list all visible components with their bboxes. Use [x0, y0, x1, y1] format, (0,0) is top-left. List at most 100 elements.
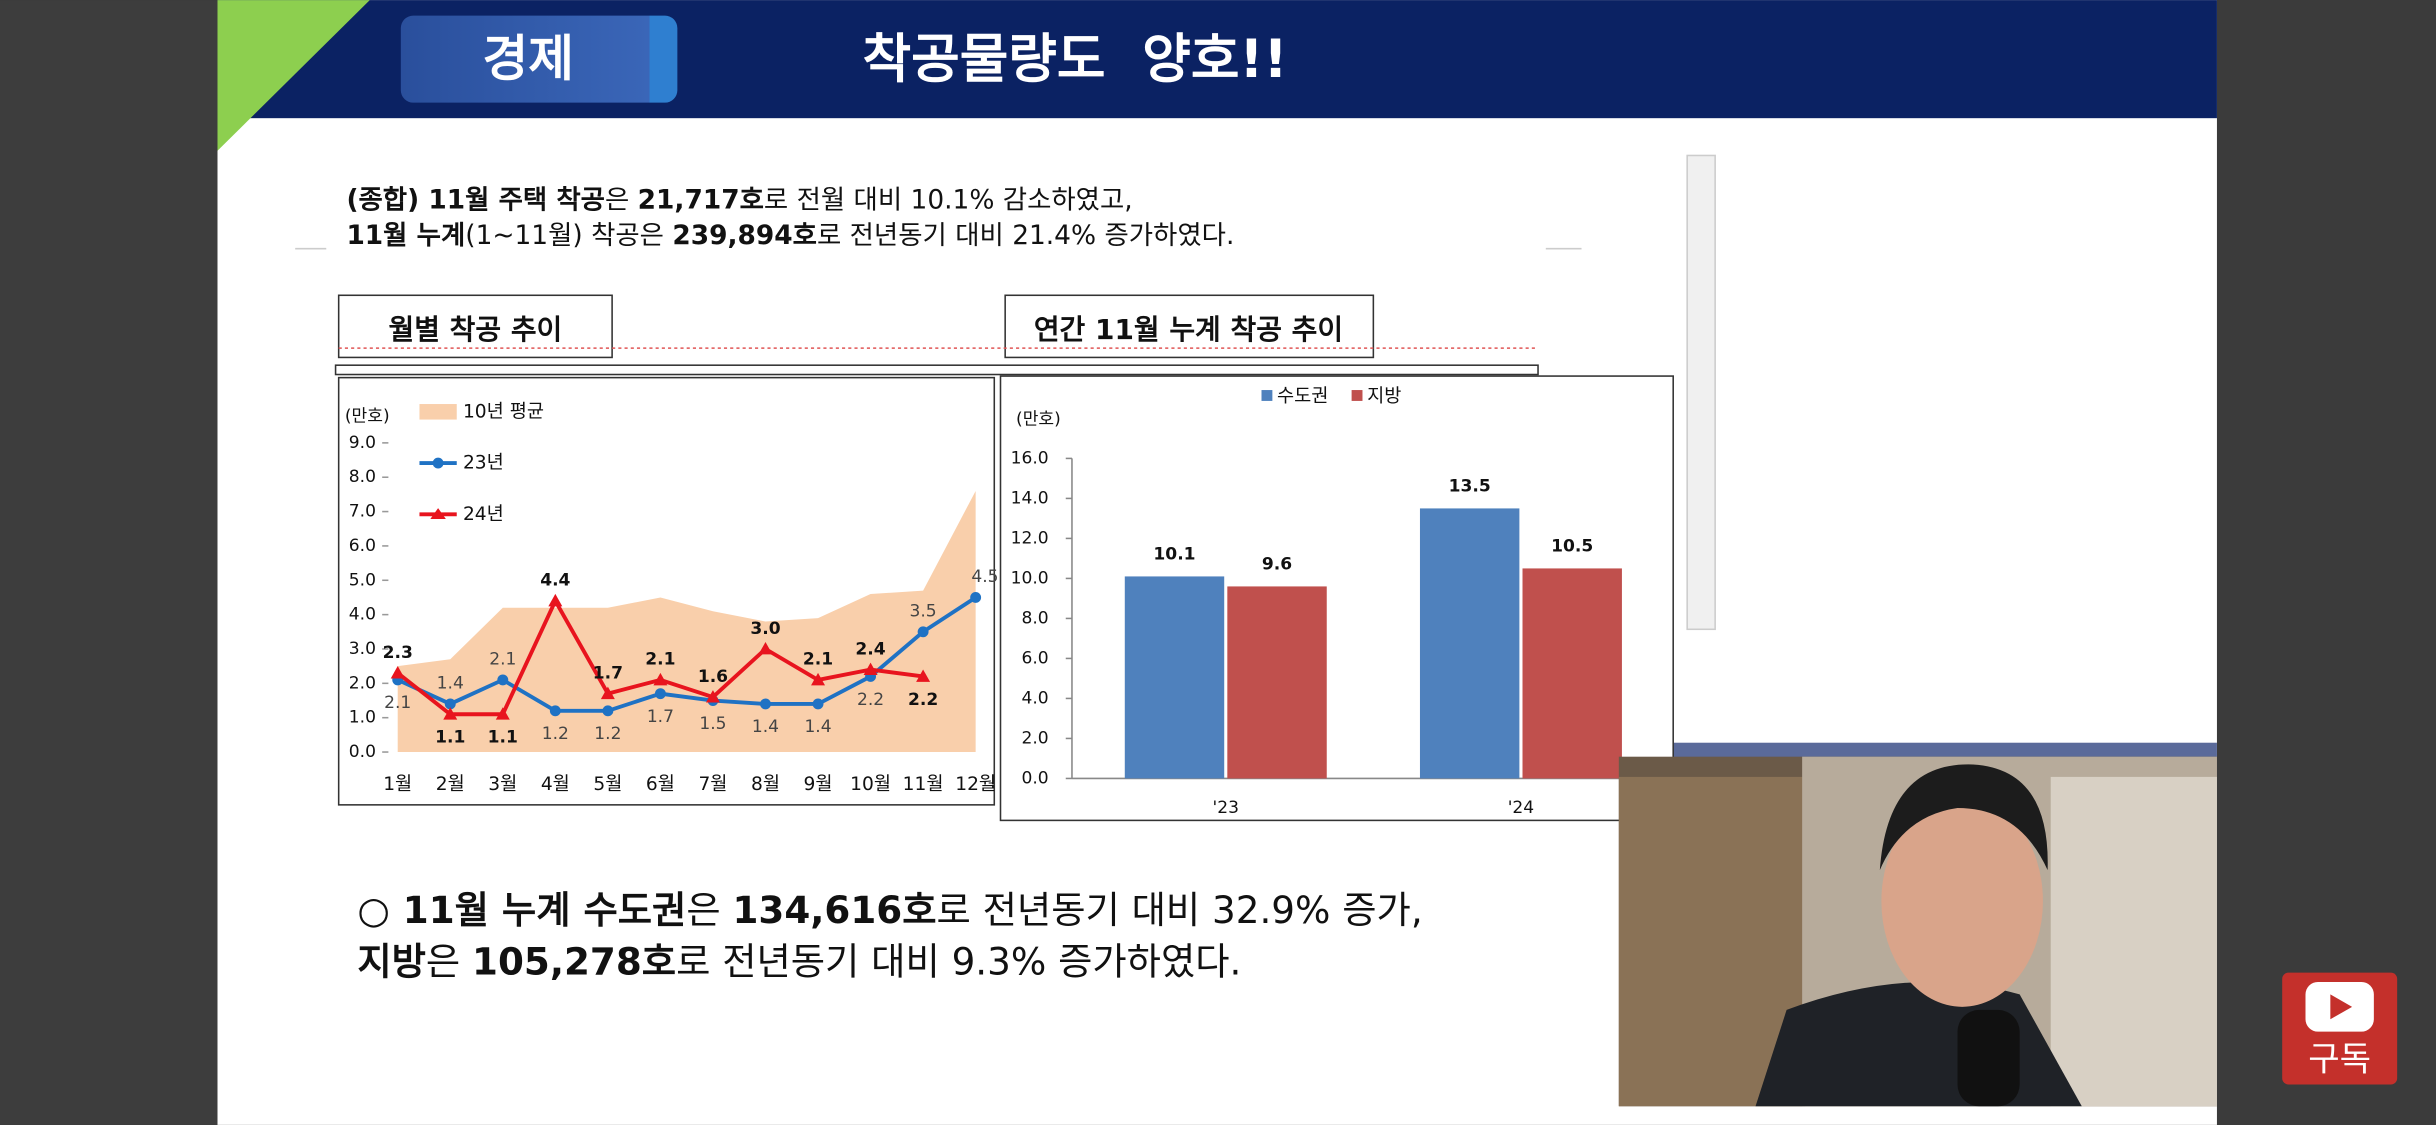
point — [390, 666, 405, 679]
chart-title: 월별 착공 추이 — [389, 313, 563, 346]
legend-label: 10년 평균 — [463, 401, 544, 422]
point — [758, 641, 773, 655]
text-line: 지방은 105,278호로 전년동기 대비 9.3% 증가하였다. — [357, 939, 1241, 983]
subscribe-icon-play — [2330, 994, 2353, 1020]
point — [443, 707, 458, 720]
bold-text: 105,278호 — [472, 939, 676, 983]
point — [705, 690, 720, 703]
chart-title: 연간 11월 누계 착공 추이 — [1034, 313, 1343, 346]
data-label: 2.4 — [855, 639, 885, 659]
data-label: 1.4 — [752, 717, 779, 737]
webcam — [1618, 756, 2217, 1107]
point — [548, 593, 563, 607]
y-tick-label: 2.0 — [349, 673, 376, 693]
summary: (종합) 11월 주택 착공은 21,717호로 전월 대비 10.1% 감소하… — [346, 184, 1234, 251]
point — [549, 705, 561, 717]
strip — [1673, 742, 2217, 759]
corner-triangle — [217, 0, 370, 151]
category: 경제 — [482, 30, 573, 88]
x-tick-label: 4월 — [541, 774, 570, 795]
data-label: 13.5 — [1449, 477, 1491, 497]
point — [811, 672, 826, 686]
detail: ○ 11월 누계 수도권은 134,616호로 전년동기 대비 32.9% 증가… — [357, 888, 1422, 983]
y-tick-label: 2.0 — [1021, 728, 1048, 748]
x-tick-label: '23 — [1213, 798, 1239, 818]
y-tick-label: 0.0 — [1021, 768, 1048, 788]
left-margin — [0, 0, 218, 1125]
data-label: 1.4 — [437, 674, 464, 694]
data-label: 9.6 — [1262, 555, 1292, 575]
y-tick-label: 8.0 — [349, 467, 376, 487]
data-label: 10.1 — [1153, 545, 1195, 565]
data-label: 2.2 — [908, 690, 938, 710]
bar — [1522, 568, 1622, 779]
scrollbar — [1686, 154, 1716, 631]
legend-swatch — [1351, 390, 1363, 401]
legend-label: 23년 — [463, 453, 504, 474]
data-label: 1.1 — [488, 728, 518, 748]
data-label: 2.1 — [645, 650, 675, 670]
data-label: 2.1 — [489, 650, 516, 670]
text-line: 11월 누계(1~11월) 착공은 239,894호로 전년동기 대비 21.4… — [346, 220, 1234, 251]
data-label: 3.5 — [910, 602, 937, 622]
bold-text: 21,717호 — [638, 184, 764, 215]
chart-title-box — [1004, 294, 1375, 359]
text: 로 전월 대비 10.1% 감소하였고, — [764, 184, 1133, 215]
category-pill — [400, 15, 678, 103]
bold-text: (종합) 11월 주택 착공 — [346, 184, 605, 215]
x-tick-label: 5월 — [593, 774, 622, 795]
point — [812, 698, 824, 710]
x-tick-label: 9월 — [804, 774, 833, 795]
y-tick-label: 6.0 — [1021, 648, 1048, 668]
chart-title-box — [337, 294, 613, 359]
x-tick-label: 11월 — [903, 774, 944, 795]
y-tick-label: 8.0 — [1021, 608, 1048, 628]
data-label: 1.2 — [594, 724, 621, 744]
y-tick-label: 16.0 — [1011, 448, 1049, 468]
text: (1~11월) 착공은 — [465, 220, 672, 251]
data-label: 1.5 — [699, 714, 726, 734]
data-label: 2.3 — [383, 643, 413, 663]
hair — [1879, 764, 2048, 871]
y-tick-label: 4.0 — [349, 605, 376, 625]
y-tick-label: 0.0 — [349, 742, 376, 762]
data-label: 3.0 — [750, 619, 780, 639]
x-tick-label: 3월 — [488, 774, 517, 795]
text: 로 전년동기 대비 32.9% 증가, — [937, 888, 1423, 932]
point — [863, 662, 878, 676]
legend-swatch — [1261, 390, 1273, 401]
x-tick-label: 1월 — [383, 774, 412, 795]
x-tick-label: 12월 — [955, 774, 996, 795]
point — [917, 626, 929, 638]
y-tick-label: 4.0 — [1021, 688, 1048, 708]
x-tick-label: 10월 — [850, 774, 891, 795]
point — [653, 672, 668, 686]
curtain — [2050, 776, 2217, 1107]
charts: (만호) 0.0 1.0 2.0 3.0 4.0 5.0 6.0 7.0 8.0 9.0 1월 2월 3월… — [345, 386, 1663, 818]
data-label: 4.4 — [540, 571, 570, 591]
data-label: 1.2 — [542, 724, 569, 744]
data-label: 1.7 — [647, 707, 674, 727]
area — [397, 490, 976, 753]
x-tick-label: 8월 — [751, 774, 780, 795]
point — [916, 669, 931, 682]
y-tick-label: 10.0 — [1011, 568, 1049, 588]
point — [602, 705, 614, 717]
y-tick-label: 1.0 — [349, 708, 376, 728]
bar — [1227, 586, 1327, 779]
bar — [1419, 508, 1520, 779]
data-label: 10.5 — [1551, 537, 1593, 557]
data-label: 2.2 — [857, 690, 884, 710]
point — [654, 688, 666, 700]
point — [600, 686, 615, 700]
bold-text: 지방 — [357, 939, 426, 983]
subscribe-label: 구독 — [2308, 1040, 2371, 1080]
frame-line — [334, 364, 1539, 376]
text-line: (종합) 11월 주택 착공은 21,717호로 전월 대비 10.1% 감소하… — [346, 184, 1132, 215]
y-tick-label: 5.0 — [349, 570, 376, 590]
text: 은 — [686, 888, 732, 932]
x-tick-label: 7월 — [698, 774, 727, 795]
bold-text: 11월 누계 — [346, 220, 465, 251]
y-tick-label: 9.0 — [349, 433, 376, 453]
